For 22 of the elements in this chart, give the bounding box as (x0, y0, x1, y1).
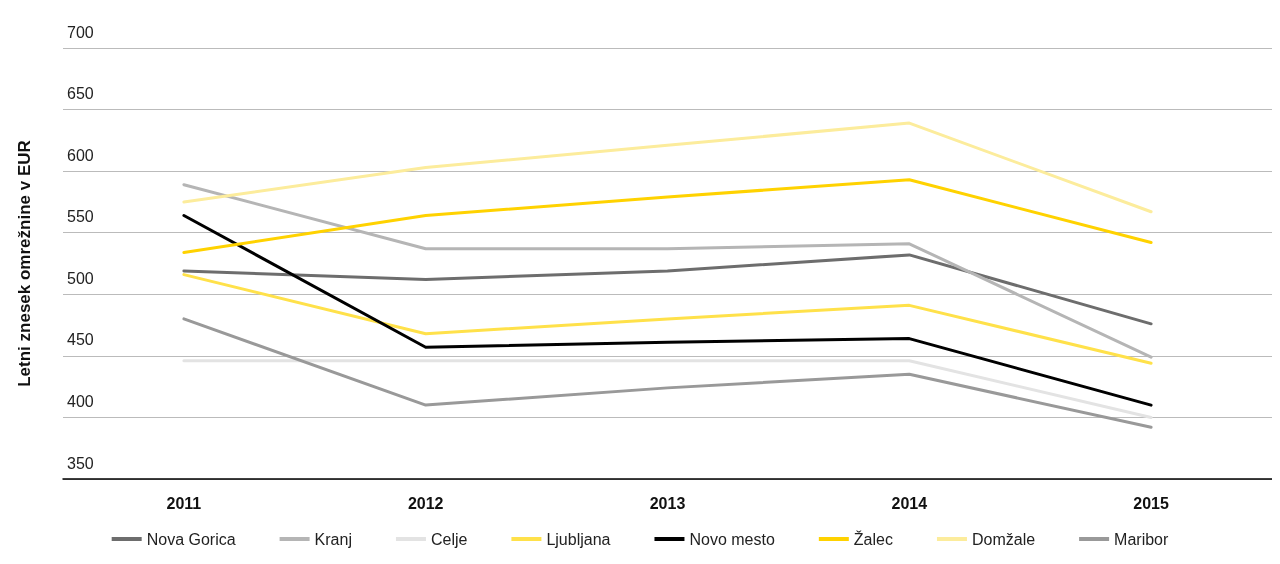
legend-label: Celje (430, 530, 468, 548)
legend-label: Ljubljana (546, 530, 611, 548)
legend-label: Maribor (1114, 530, 1169, 548)
legend-label: Žalec (853, 529, 893, 548)
legend-label: Domžale (971, 530, 1036, 548)
y-tick-label: 600 (67, 146, 94, 164)
y-tick-label: 700 (67, 23, 94, 41)
y-tick-label: 500 (67, 269, 94, 287)
y-tick-label: 550 (67, 208, 94, 226)
y-tick-label: 450 (67, 331, 94, 349)
y-tick-label: 400 (67, 392, 94, 410)
x-tick-label: 2013 (649, 494, 686, 512)
y-axis-title: Letni znesek omrežnine v EUR (15, 140, 34, 387)
x-tick-label: 2011 (166, 494, 202, 512)
legend-label: Nova Gorica (146, 530, 236, 548)
y-tick-label: 650 (67, 85, 94, 103)
legend-label: Novo mesto (689, 530, 775, 548)
y-tick-label: 350 (67, 454, 94, 472)
legend-label: Kranj (314, 530, 352, 548)
x-tick-label: 2012 (407, 494, 444, 512)
x-tick-label: 2014 (891, 494, 928, 512)
x-tick-label: 2015 (1133, 494, 1169, 512)
